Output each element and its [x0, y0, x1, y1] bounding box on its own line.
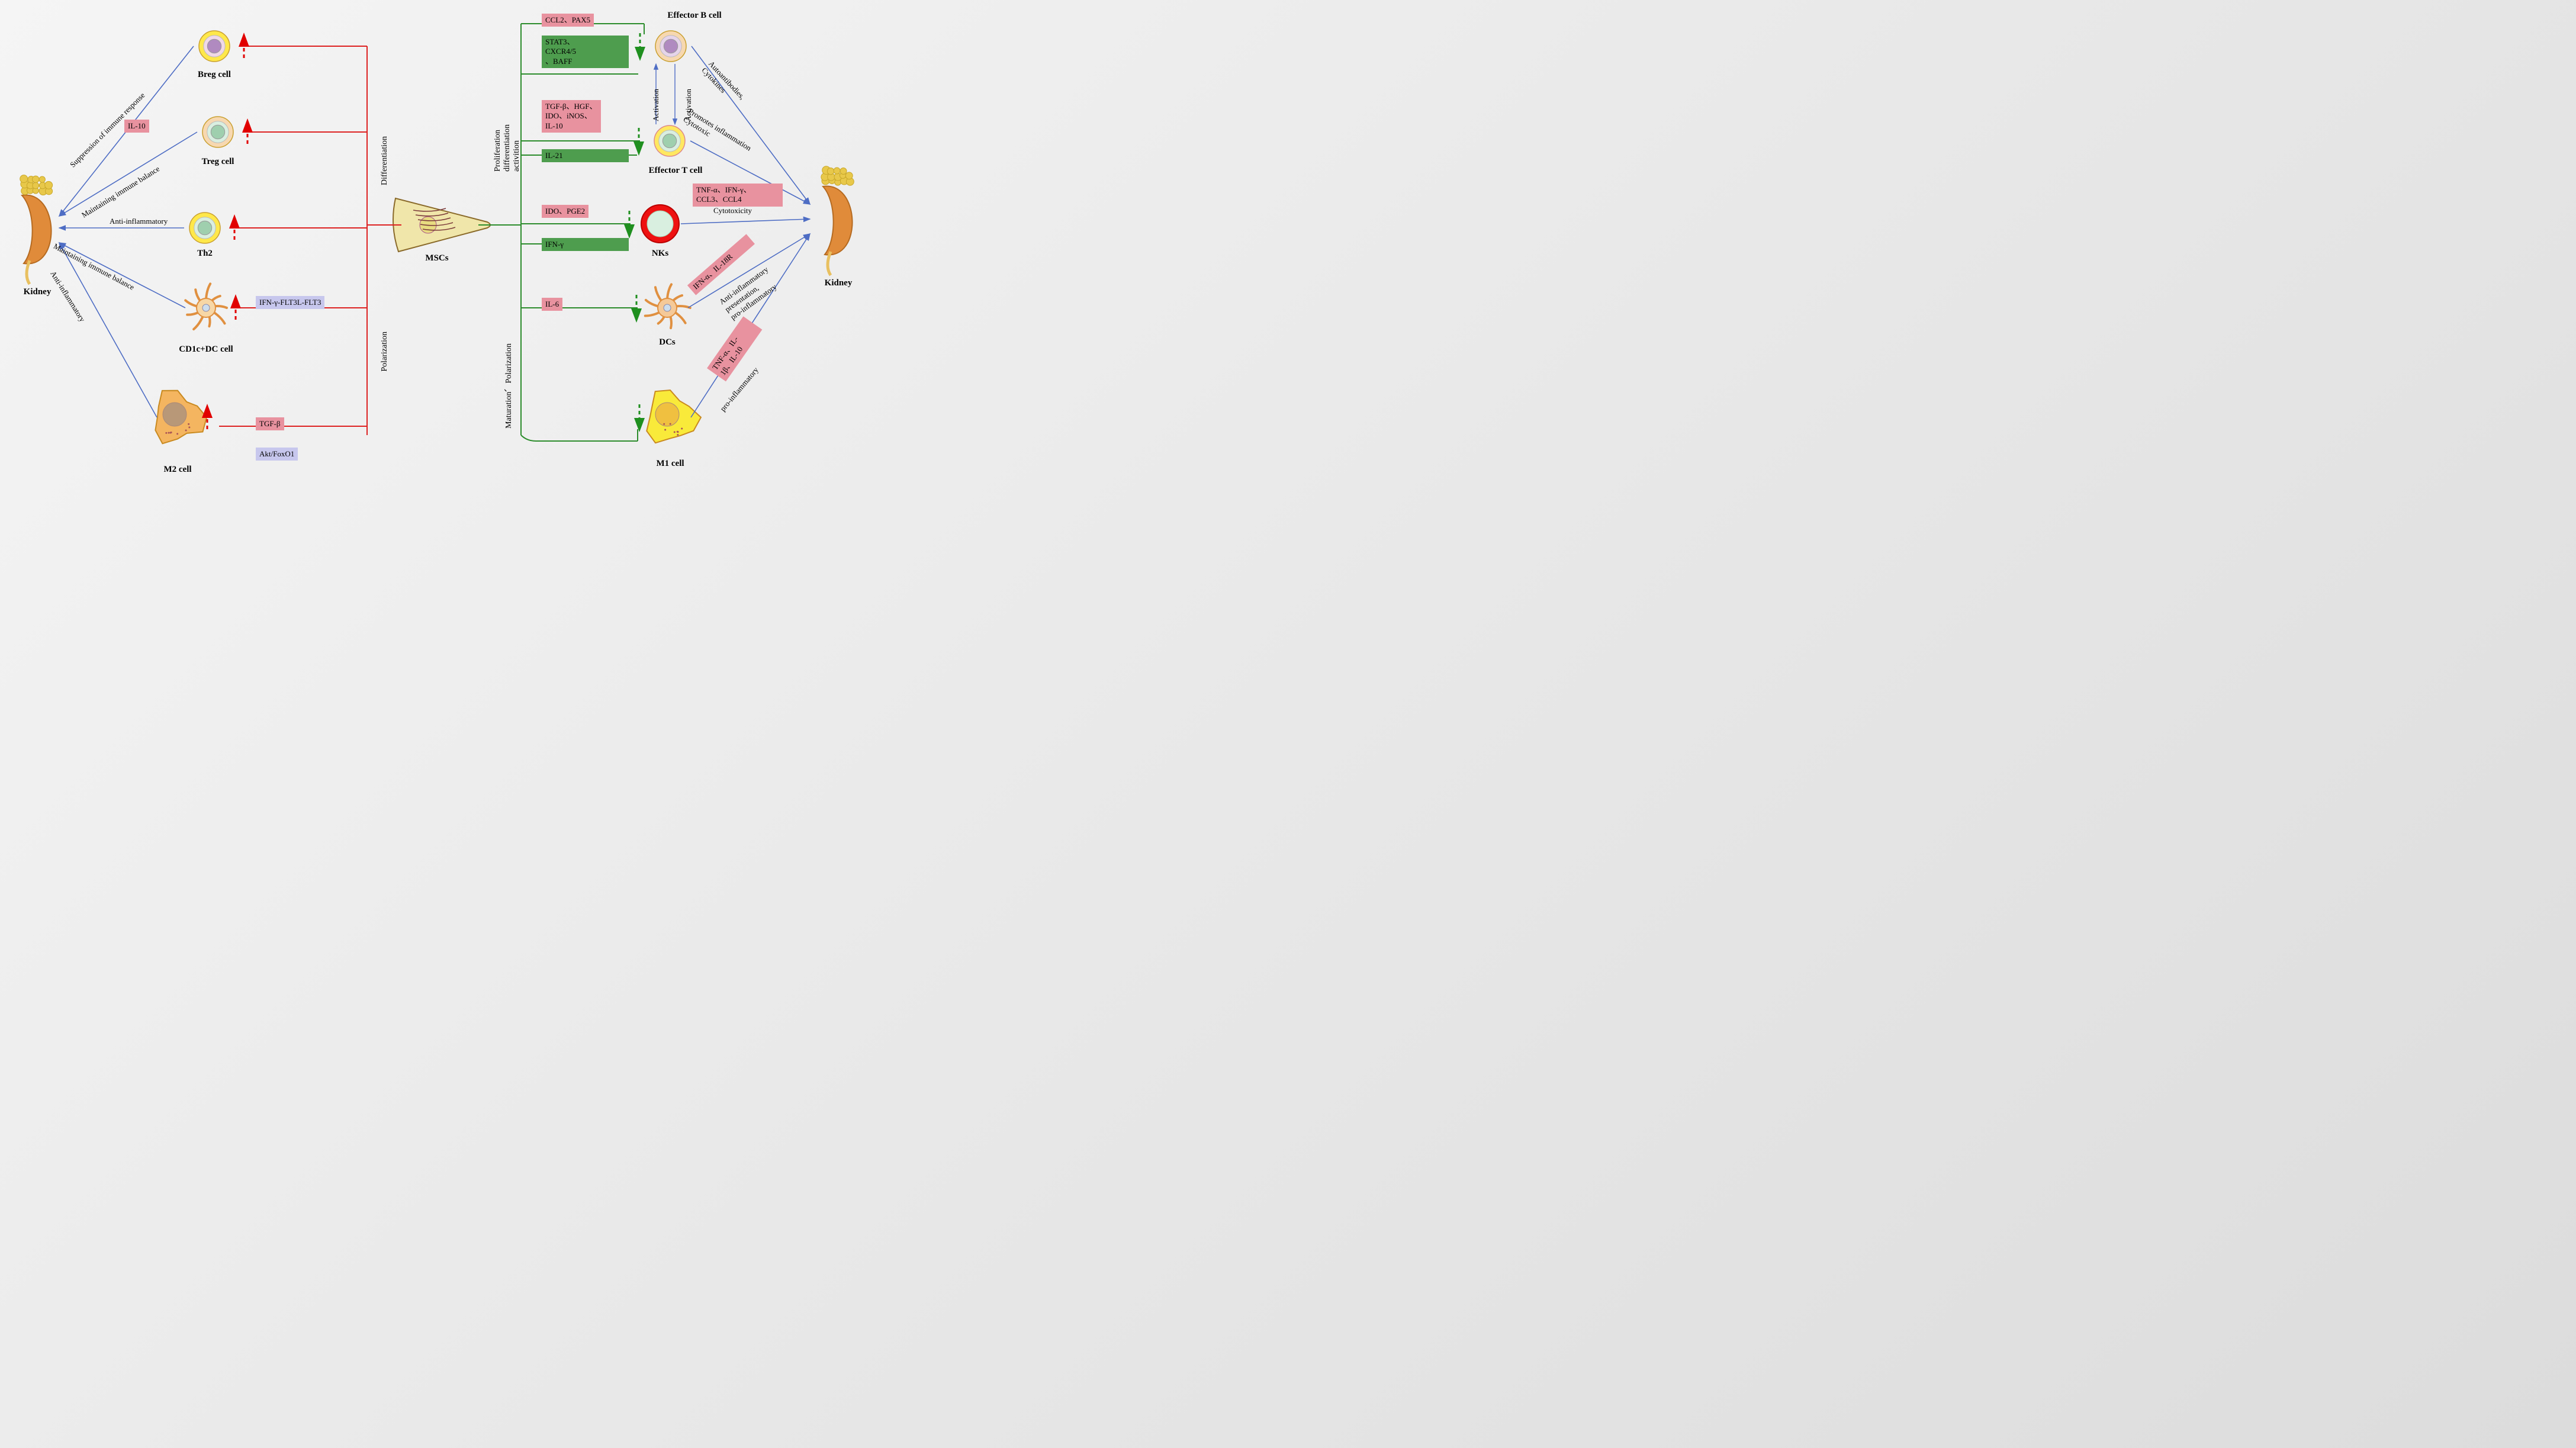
- right-vert-0: Proliferation differentiation activition: [493, 124, 522, 172]
- left-vert-1: Polarization: [380, 332, 390, 372]
- left-kidney-label: Kidney: [24, 287, 52, 297]
- factor-box: TNF-α、IFN-γ、 CCL3、CCL4: [693, 184, 783, 207]
- factor-box: Akt/FoxO1: [256, 448, 298, 461]
- edge-nk: Cytotoxicity: [713, 206, 752, 215]
- factor-box: IL-10: [124, 120, 149, 133]
- factor-box: TGF-β: [256, 417, 284, 430]
- factor-box: IL-21: [542, 149, 629, 162]
- label-nk: NKs: [652, 249, 668, 259]
- factor-box: TGF-β、HGF、 IDO、iNOS、 IL-10: [542, 100, 601, 133]
- label-bcell: Effector B cell: [667, 11, 721, 21]
- activation-2: Activation: [684, 89, 693, 121]
- label-dc: CD1c+DC cell: [179, 345, 233, 355]
- label-m1: M1 cell: [656, 459, 684, 469]
- factor-box: STAT3、 CXCR4/5 、BAFF: [542, 36, 629, 68]
- factor-box: IDO、PGE2: [542, 205, 588, 218]
- left-vert-0: Differentiation: [380, 136, 390, 185]
- label-tcell: Effector T cell: [649, 166, 703, 176]
- label-th2: Th2: [197, 249, 213, 259]
- activation-1: Activation: [651, 89, 661, 121]
- label-breg: Breg cell: [198, 70, 231, 80]
- factor-box: IL-6: [542, 298, 562, 311]
- factor-box: CCL2、PAX5: [542, 14, 594, 27]
- edge-th2: Anti-inflammatory: [110, 217, 168, 226]
- label-dcr: DCs: [659, 337, 676, 347]
- label-m2: M2 cell: [163, 465, 191, 475]
- factor-box: IFN-γ-FLT3L-FLT3: [256, 296, 324, 309]
- msc-label: MSCs: [425, 253, 448, 263]
- label-treg: Treg cell: [202, 157, 234, 167]
- right-vert-1: Maturation、Polarization: [503, 343, 515, 429]
- right-kidney-label: Kidney: [825, 278, 853, 288]
- factor-box: IFN-γ: [542, 238, 629, 251]
